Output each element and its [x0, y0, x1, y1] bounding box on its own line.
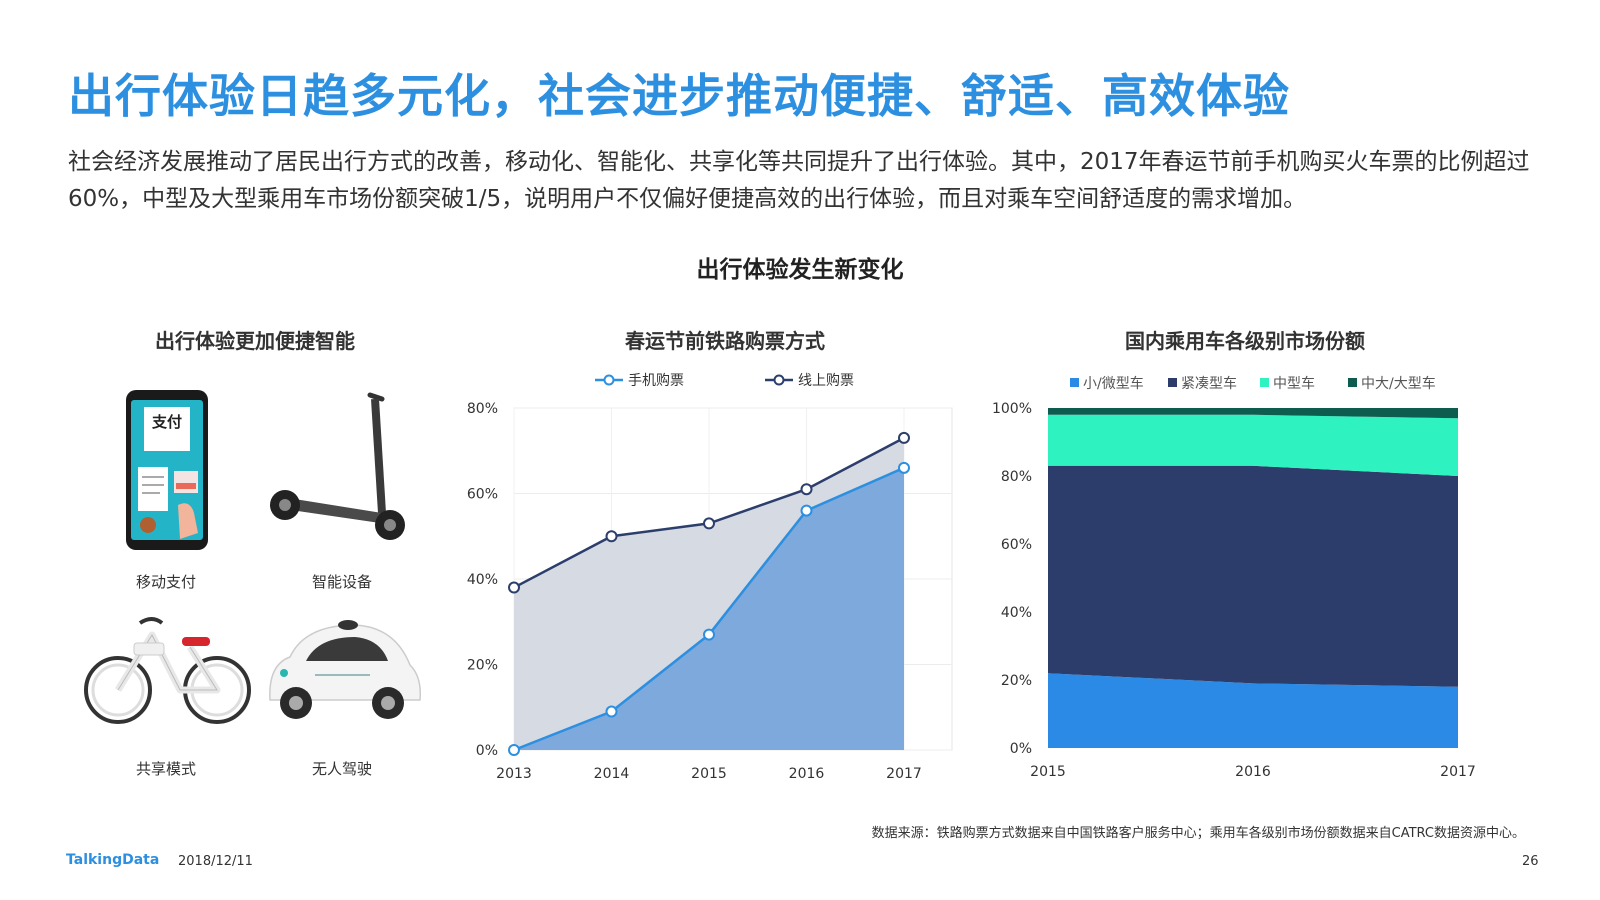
left-panel-title: 出行体验更加便捷智能 — [155, 329, 355, 353]
stacked-area — [1048, 465, 1458, 687]
y-tick-label: 80% — [1001, 469, 1032, 485]
data-point — [800, 483, 813, 496]
legend-label: 线上购票 — [798, 373, 854, 389]
y-tick-label: 0% — [1010, 741, 1032, 757]
data-point — [703, 628, 715, 641]
legend-marker — [603, 374, 615, 386]
x-tick-label: 2017 — [1440, 764, 1476, 780]
y-tick-label: 40% — [1001, 605, 1032, 621]
y-tick-label: 60% — [1001, 537, 1032, 553]
chart2-title: 国内乘用车各级别市场份额 — [1125, 329, 1365, 353]
phone-screen-text: 支付 — [151, 413, 182, 431]
page-number: 26 — [1522, 854, 1539, 869]
legend-marker — [773, 374, 785, 386]
x-tick-label: 2017 — [886, 766, 922, 782]
data-point — [508, 581, 520, 594]
stacked-area — [1048, 414, 1458, 476]
legend-label: 紧凑型车 — [1181, 375, 1237, 392]
data-point — [898, 461, 910, 474]
car-market-share-chart: 0% 20% 40% 60% 80% 100% 2015 2016 2017 小/微型车 紧凑型车 中… — [992, 375, 1476, 780]
stacked-area — [1048, 673, 1458, 748]
y-tick-label: 100% — [992, 401, 1032, 417]
sharing-label: 共享模式 — [135, 760, 196, 778]
page-title: 出行体验日趋多元化，社会进步推动便捷、舒适、高效体验 — [68, 69, 1290, 123]
y-tick-label: 40% — [467, 572, 498, 588]
legend-label: 中型车 — [1273, 375, 1315, 392]
x-tick-label: 2016 — [1235, 764, 1271, 780]
series-area — [514, 467, 904, 750]
data-point — [703, 517, 715, 530]
y-tick-label: 20% — [1001, 673, 1032, 689]
chart1-title: 春运节前铁路购票方式 — [625, 329, 825, 353]
legend-label: 手机购票 — [628, 373, 684, 389]
page-description: 社会经济发展推动了居民出行方式的改善，移动化、智能化、共享化等共同提升了出行体验… — [68, 149, 1530, 212]
stacked-area — [1048, 408, 1458, 419]
legend-label: 小/微型车 — [1083, 375, 1144, 392]
self-driving-car-icon — [260, 615, 422, 785]
x-tick-label: 2013 — [496, 766, 532, 782]
y-tick-label: 20% — [467, 658, 498, 674]
y-tick-label: 80% — [467, 401, 498, 417]
self-driving-label: 无人驾驶 — [311, 760, 372, 778]
legend-swatch — [1260, 378, 1269, 387]
x-tick-label: 2014 — [594, 766, 630, 782]
data-point — [605, 530, 618, 543]
data-point — [898, 431, 910, 444]
smart-device-label: 智能设备 — [311, 573, 372, 591]
x-tick-label: 2016 — [789, 766, 825, 782]
footer-date: 2018/12/11 — [178, 854, 253, 869]
legend-label: 中大/大型车 — [1361, 375, 1436, 392]
legend-swatch — [1168, 378, 1177, 387]
data-point — [800, 504, 813, 517]
legend-swatch — [1348, 378, 1357, 387]
data-point — [508, 744, 520, 756]
data-point — [605, 705, 618, 718]
y-tick-label: 0% — [476, 743, 498, 759]
x-tick-label: 2015 — [1030, 764, 1066, 780]
scooter-icon — [262, 385, 422, 555]
legend-swatch — [1070, 378, 1079, 387]
purchase-method-chart: 0% 20% 40% 60% 80% 2013 2014 2015 2016 2017 手机购票 线上… — [467, 373, 953, 782]
mobile-pay-icon: 支付 — [86, 385, 246, 555]
data-source-note: 数据来源：铁路购票方式数据来自中国铁路客户服务中心；乘用车各级别市场份额数据来自… — [871, 826, 1525, 841]
section-title: 出行体验发生新变化 — [696, 257, 904, 283]
x-tick-label: 2015 — [691, 766, 727, 782]
talkingdata-logo: TalkingData — [66, 852, 160, 868]
mobile-pay-label: 移动支付 — [135, 573, 196, 591]
bike-icon — [82, 605, 251, 775]
y-tick-label: 60% — [467, 487, 498, 503]
